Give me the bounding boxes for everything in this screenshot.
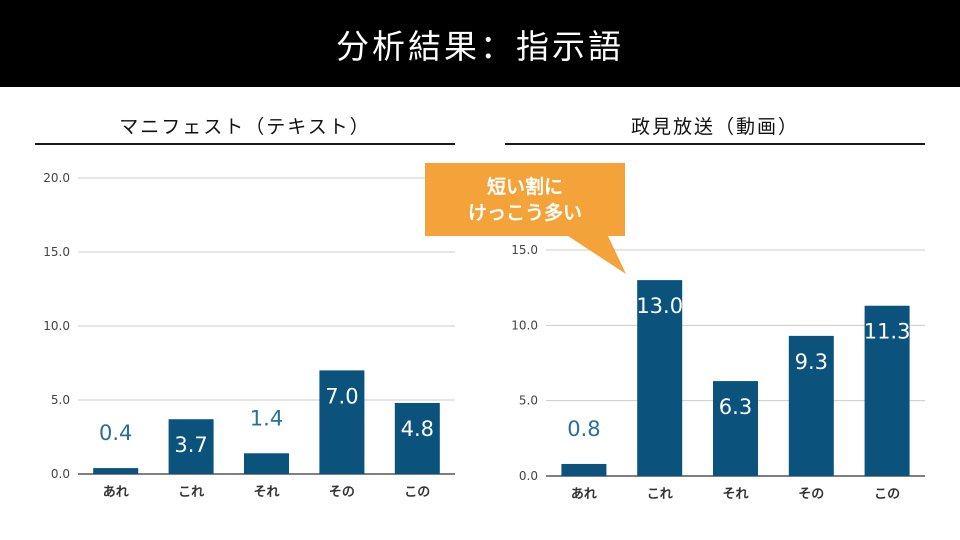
left-bar-3 (244, 453, 289, 474)
left-x-tick-label: この (404, 485, 430, 500)
right-value-label: 0.8 (567, 417, 600, 441)
left-chart-title-underline (35, 143, 455, 145)
right-value-label: 13.0 (636, 294, 683, 318)
right-y-tick-label: 5.0 (519, 394, 538, 408)
right-bar-4 (788, 335, 834, 476)
left-value-label: 3.7 (174, 433, 207, 457)
left-chart-title: マニフェスト（テキスト） (119, 116, 371, 138)
left-bar-1 (93, 468, 139, 474)
left-y-tick-label: 5.0 (51, 393, 70, 407)
left-y-tick-label: 15.0 (43, 245, 70, 259)
left-y-tick-label: 0.0 (51, 467, 70, 481)
right-x-tick-label: あれ (571, 487, 597, 502)
callout-line-1: 短い割に (486, 175, 563, 198)
right-x-tick-label: これ (647, 487, 673, 502)
right-bar-1 (561, 463, 607, 476)
left-x-tick-label: あれ (103, 485, 129, 500)
left-y-tick-label: 20.0 (43, 171, 70, 185)
right-chart-title: 政見放送（動画） (630, 116, 799, 138)
right-y-tick-label: 0.0 (519, 469, 538, 483)
right-y-tick-label: 10.0 (511, 318, 538, 332)
right-x-tick-label: この (874, 487, 900, 502)
page-title: 分析結果：指示語 (336, 26, 624, 66)
right-chart-title-underline (505, 143, 925, 145)
left-value-label: 7.0 (325, 384, 358, 408)
right-x-tick-label: それ (722, 487, 748, 502)
right-bar-5 (864, 305, 910, 476)
right-y-tick-label: 15.0 (511, 243, 538, 257)
title-bar: 分析結果：指示語 (0, 0, 960, 87)
callout-box: 短い割に けっこう多い (425, 163, 625, 236)
right-bar-chart: 0.0 5.0 10.0 15.0 0.8 あれ 13.0 これ 6.3 それ 9.3 その 11.3 こ… (511, 243, 925, 502)
left-y-tick-label: 10.0 (43, 319, 70, 333)
left-value-label: 4.8 (401, 417, 434, 441)
right-value-label: 6.3 (719, 395, 752, 419)
left-bar-5 (394, 402, 440, 474)
right-value-label: 9.3 (795, 350, 828, 374)
right-x-tick-label: その (798, 487, 824, 502)
left-bar-chart: 0.0 5.0 10.0 15.0 20.0 0.4 あれ 3.7 これ 1.4 それ 7.0 その 4.… (43, 171, 455, 500)
left-bar-4 (319, 370, 365, 474)
right-value-label: 11.3 (864, 320, 911, 344)
left-bar-2 (168, 419, 214, 474)
right-bar-2 (637, 280, 683, 476)
right-bar-3 (713, 381, 758, 476)
left-x-tick-label: その (329, 485, 355, 500)
left-x-tick-label: これ (178, 485, 204, 500)
left-value-label: 0.4 (99, 421, 132, 445)
callout-line-2: けっこう多い (467, 201, 582, 224)
left-x-tick-label: それ (253, 485, 279, 500)
left-value-label: 1.4 (250, 406, 283, 430)
